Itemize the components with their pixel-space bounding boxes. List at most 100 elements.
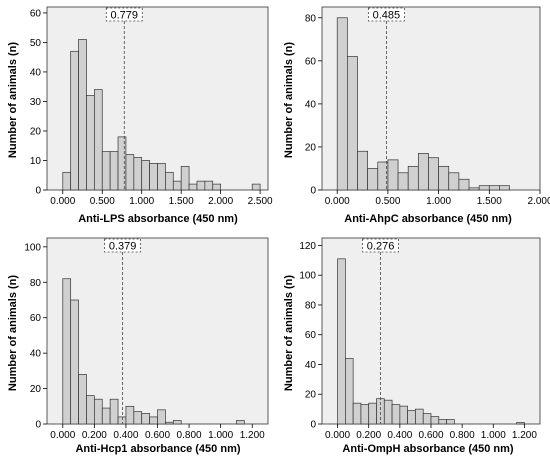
cutoff-label: 0.276: [367, 241, 395, 253]
y-tick-label: 100: [24, 242, 41, 253]
y-tick-label: 60: [305, 330, 317, 341]
histogram-bar: [165, 171, 174, 191]
y-tick-label: 80: [30, 278, 42, 289]
cutoff-label-box: [104, 238, 142, 253]
histogram-bar: [117, 416, 127, 425]
cutoff-label: 0.779: [111, 10, 139, 22]
y-tick-label: 40: [30, 67, 42, 78]
cutoff-label: 0.379: [109, 241, 137, 253]
histogram-bar: [446, 419, 455, 425]
histogram-bar: [478, 185, 490, 191]
x-tick-label: 0.800: [450, 430, 475, 441]
histogram-bar: [428, 157, 439, 191]
histogram-bar: [149, 416, 158, 425]
cutoff-label-box: [105, 7, 143, 22]
histogram-bar: [448, 172, 460, 191]
histogram-bar: [383, 399, 393, 425]
y-tick-label: 10: [30, 156, 42, 167]
histogram-bar: [236, 420, 245, 425]
y-tick-label: 20: [30, 126, 42, 137]
histogram-bar: [70, 50, 79, 191]
histogram-bar: [367, 168, 379, 191]
cutoff-label: 0.485: [373, 10, 401, 22]
histogram-bar: [336, 17, 348, 191]
histogram-bar: [86, 95, 95, 191]
histogram-bar: [458, 178, 470, 191]
y-tick-label: 30: [30, 97, 42, 108]
x-tick-label: 2.000: [527, 196, 550, 207]
x-axis-label: Anti-LPS absorbance (450 nm): [78, 213, 238, 225]
x-tick-label: 2.000: [208, 196, 233, 207]
y-tick-label: 40: [30, 349, 42, 360]
histogram-bar: [78, 374, 87, 425]
x-tick-label: 2.500: [248, 196, 273, 207]
histogram-bar: [133, 411, 143, 425]
y-tick-label: 40: [305, 99, 317, 110]
histogram-bar: [391, 404, 401, 425]
histogram-bar: [62, 171, 72, 191]
x-tick-label: 0.200: [356, 430, 381, 441]
histogram-bar: [499, 185, 510, 191]
histogram-bar: [70, 299, 79, 425]
y-tick-label: 80: [305, 13, 317, 24]
histogram-bar: [204, 180, 214, 191]
x-axis-label: Anti-OmpH absorbance (450 nm): [342, 443, 513, 455]
histogram-bar: [347, 56, 358, 191]
histogram-bar: [188, 183, 198, 191]
panel-hcp1: 0.000 0.200 0.400 0.600 0.800 1.000 1.200 0 20 40…: [7, 237, 269, 455]
histogram-bar: [438, 419, 447, 425]
histogram-bar: [172, 180, 182, 191]
histogram-bar: [399, 405, 408, 425]
y-tick-label: 20: [30, 384, 42, 395]
x-tick-label: 0.400: [387, 430, 412, 441]
histogram-bar: [430, 416, 440, 425]
cutoff-label-box: [362, 238, 399, 253]
x-tick-label: 1.500: [169, 196, 194, 207]
y-tick-label: 120: [299, 241, 316, 252]
histogram-bar: [62, 278, 72, 425]
x-tick-label: 1.000: [208, 430, 233, 441]
x-tick-label: 0.000: [50, 430, 75, 441]
histogram-bar: [337, 258, 346, 425]
histogram-bar: [141, 160, 150, 191]
x-tick-label: 0.800: [177, 430, 202, 441]
y-tick-label: 60: [305, 56, 317, 67]
panel-lps: 0.000 0.500 1.000 1.500 2.000 2.500 0 10 20 30 40 5…: [7, 6, 273, 225]
histogram-bar: [157, 163, 166, 191]
y-axis-label: Number of animals (n): [283, 275, 295, 391]
histogram-bar: [422, 413, 432, 425]
histogram-bar: [438, 165, 450, 191]
x-tick-label: 1.000: [426, 196, 451, 207]
histogram-bar: [368, 402, 377, 425]
x-axis-label: Anti-AhpC absorbance (450 nm): [344, 213, 512, 225]
plot-area: [321, 237, 541, 425]
histogram-bar: [397, 172, 409, 191]
x-tick-label: 1.000: [481, 430, 506, 441]
y-tick-label: 80: [305, 300, 317, 311]
histogram-bar: [488, 185, 500, 191]
histogram-bar: [415, 408, 424, 425]
histogram-bar: [94, 398, 103, 425]
histogram-bar: [125, 154, 135, 191]
histogram-bar: [94, 89, 103, 191]
y-tick-label: 0: [35, 186, 41, 197]
x-tick-label: 0.000: [325, 196, 350, 207]
histogram-bar: [149, 163, 158, 191]
x-tick-label: 1.200: [512, 430, 537, 441]
histogram-bar: [101, 151, 111, 191]
x-tick-label: 0.600: [145, 430, 170, 441]
histogram-bar: [212, 183, 221, 191]
histogram-bar: [345, 358, 354, 425]
cutoff-label-box: [367, 7, 405, 22]
histogram-bar: [133, 157, 143, 191]
x-tick-label: 0.000: [325, 430, 350, 441]
y-axis-label: Number of animals (n): [283, 42, 295, 158]
y-axis-label: Number of animals (n): [7, 275, 19, 391]
x-tick-label: 0.500: [90, 196, 115, 207]
y-tick-label: 0: [35, 420, 41, 431]
histogram-bar: [417, 153, 429, 191]
histogram-bar: [86, 395, 95, 425]
panel-omph: 0.000 0.200 0.400 0.600 0.800 1.000 1.200 0 20 40…: [283, 237, 541, 455]
panel-ahpc: 0.000 0.500 1.000 1.500 2.000 0 20 40 60 80 Anti-A…: [283, 6, 550, 225]
y-tick-label: 60: [30, 8, 42, 19]
